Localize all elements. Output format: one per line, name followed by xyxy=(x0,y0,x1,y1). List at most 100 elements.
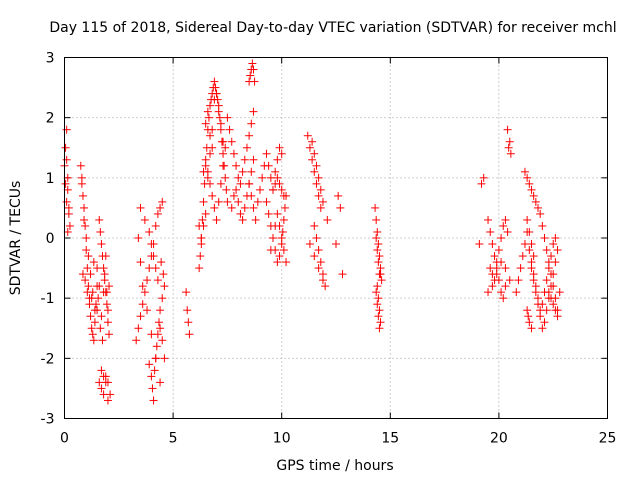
data-point xyxy=(553,312,562,321)
data-point xyxy=(84,282,93,291)
data-point xyxy=(215,113,224,122)
data-point xyxy=(151,354,160,363)
data-point xyxy=(497,258,506,267)
data-point xyxy=(250,77,259,86)
data-point xyxy=(145,227,154,236)
data-point xyxy=(538,324,547,333)
data-point xyxy=(98,252,107,261)
data-point xyxy=(531,197,540,206)
data-point xyxy=(206,179,215,188)
data-point xyxy=(279,246,288,255)
data-point xyxy=(275,221,284,230)
data-point xyxy=(182,288,191,297)
data-point xyxy=(551,234,560,242)
data-point xyxy=(503,227,512,236)
data-point xyxy=(375,252,384,261)
data-point xyxy=(149,396,158,405)
data-point xyxy=(99,264,108,273)
data-point xyxy=(140,288,149,297)
data-point xyxy=(106,390,115,399)
data-point xyxy=(76,161,85,170)
data-point xyxy=(143,306,152,315)
data-point xyxy=(305,143,314,152)
data-point xyxy=(372,215,381,224)
data-point xyxy=(242,143,251,152)
data-point xyxy=(100,276,109,285)
data-point xyxy=(255,185,264,194)
data-point xyxy=(248,59,257,68)
data-point xyxy=(223,113,232,122)
data-point xyxy=(236,209,245,218)
data-point xyxy=(134,324,143,333)
data-point xyxy=(308,137,317,146)
data-point xyxy=(61,143,70,152)
data-point xyxy=(82,234,91,242)
data-point xyxy=(153,209,162,218)
data-point xyxy=(140,215,149,224)
data-point xyxy=(533,203,542,212)
data-point xyxy=(99,372,108,381)
data-point xyxy=(221,143,230,152)
data-point xyxy=(269,234,278,242)
data-point xyxy=(314,246,323,255)
data-point xyxy=(310,167,319,176)
data-point xyxy=(499,221,508,230)
data-point xyxy=(533,300,542,309)
data-point xyxy=(501,264,510,273)
data-point xyxy=(314,264,323,273)
data-point xyxy=(216,179,225,188)
data-point xyxy=(236,179,245,188)
data-point xyxy=(262,149,271,158)
data-point xyxy=(279,215,288,224)
data-point xyxy=(540,318,549,327)
data-point xyxy=(538,221,547,230)
data-point xyxy=(195,264,204,273)
data-point xyxy=(88,330,97,339)
data-point xyxy=(151,264,160,273)
data-points xyxy=(60,59,564,405)
data-point xyxy=(266,246,275,255)
data-point xyxy=(210,203,219,212)
x-tick-label: 5 xyxy=(169,431,178,447)
data-point xyxy=(497,288,506,297)
data-point xyxy=(136,258,145,267)
data-point xyxy=(549,270,558,279)
data-point xyxy=(87,324,96,333)
data-point xyxy=(305,240,314,249)
data-point xyxy=(78,191,87,200)
data-point xyxy=(238,215,247,224)
data-point xyxy=(156,378,165,387)
data-point xyxy=(475,240,484,249)
data-point xyxy=(90,318,99,327)
data-point xyxy=(81,221,90,230)
data-point xyxy=(540,234,549,242)
data-point xyxy=(504,143,513,152)
data-point xyxy=(160,282,169,291)
x-tick-label: 20 xyxy=(490,431,508,447)
data-point xyxy=(308,155,317,164)
data-point xyxy=(201,209,210,218)
data-point xyxy=(486,264,495,273)
data-point xyxy=(547,252,556,261)
data-point xyxy=(196,252,205,261)
tick-labels: 0 5 10 15 20 25 -3 -2 -1 0 1 2 3 xyxy=(41,51,617,447)
data-point xyxy=(238,167,247,176)
data-point xyxy=(318,197,327,206)
data-point xyxy=(542,306,551,315)
data-point xyxy=(64,203,73,212)
data-point xyxy=(264,209,273,218)
data-point xyxy=(101,378,110,387)
data-point xyxy=(227,137,236,146)
data-point xyxy=(136,203,145,212)
data-point xyxy=(374,294,383,303)
data-point xyxy=(203,173,212,182)
y-tick-label: -2 xyxy=(41,351,55,367)
data-point xyxy=(63,227,72,236)
data-point xyxy=(85,300,94,309)
data-point xyxy=(525,227,534,236)
data-point xyxy=(240,155,249,164)
data-point xyxy=(376,270,385,279)
grid xyxy=(64,57,608,419)
data-point xyxy=(138,300,147,309)
data-point xyxy=(514,276,523,285)
